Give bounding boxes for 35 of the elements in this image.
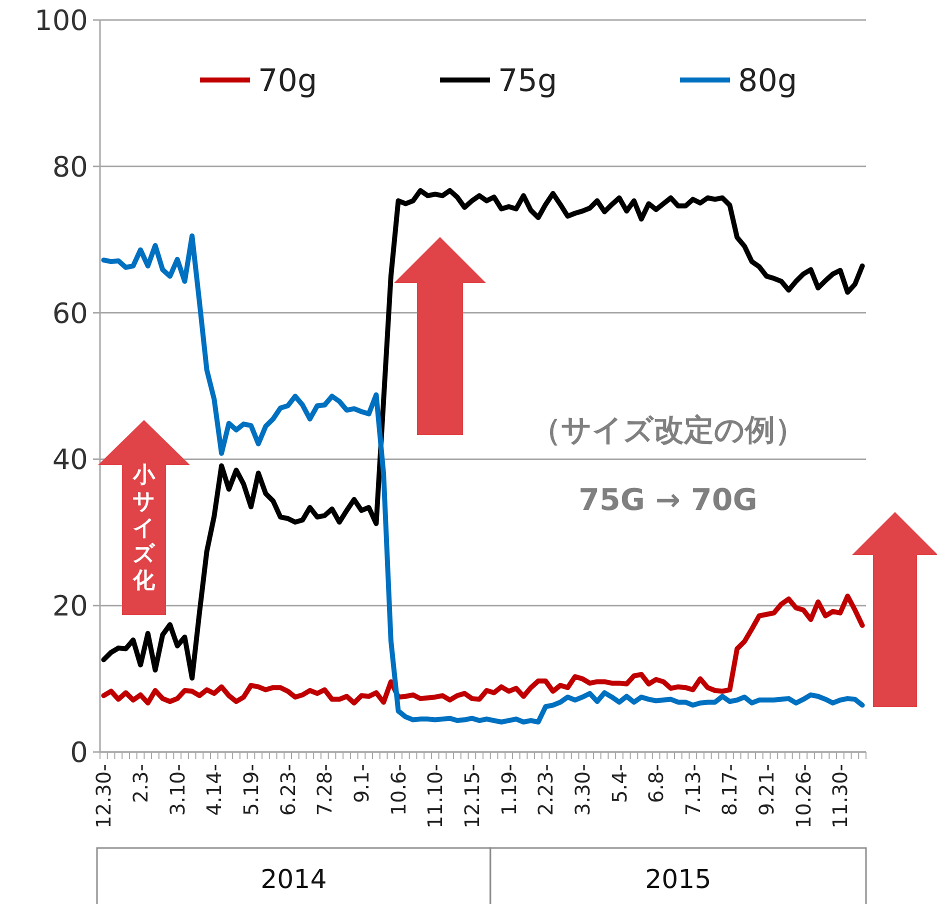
x-tick-label: 6.8-: [644, 764, 668, 804]
text: 2015: [645, 865, 712, 895]
x-tick-label: 3.30-: [570, 764, 594, 816]
x-tick-label: 10.6-: [386, 764, 410, 816]
x-tick-label: 2.3-: [128, 764, 153, 804]
x-tick-label: 7.13-: [680, 764, 705, 816]
annotation: 75G → 70G: [578, 483, 758, 518]
x-tick-label: 4.14-: [202, 764, 226, 816]
annotation: 小サイズ化: [132, 463, 156, 594]
x-tick-label: 5.4-: [607, 764, 632, 804]
x-tick-label: 7.28-: [312, 764, 337, 816]
x-tick-label: 1.19-: [496, 764, 521, 816]
x-tick-label: 12.15-: [460, 764, 484, 828]
x-tick-label: 3.10-: [165, 764, 190, 816]
annotation: （サイズ改定の例）: [531, 413, 805, 448]
x-tick-label: 8.17-: [718, 764, 742, 816]
x-tick-label: 2.23-: [534, 764, 558, 816]
x-tick-label: 12.30-: [92, 764, 116, 828]
x-tick-label: 6.23-: [276, 764, 300, 816]
y-tick-label: 20: [52, 590, 88, 623]
y-tick-label: 80: [52, 150, 88, 184]
x-tick-label: 9.21-: [754, 764, 779, 816]
y-tick-label: 0: [70, 736, 88, 769]
x-tick-label: 5.19-: [238, 764, 263, 816]
legend-label: 70g: [258, 63, 318, 99]
x-tick-label: 11.30-: [828, 764, 852, 828]
x-tick-label: 11.10-: [423, 764, 448, 828]
legend-label: 80g: [738, 63, 798, 99]
x-tick-label: 10.26-: [791, 764, 816, 828]
legend-label: 75g: [498, 63, 558, 99]
x-tick-label: 9.1-: [349, 764, 374, 804]
y-tick-label: 60: [52, 296, 88, 330]
text: 2014: [260, 865, 327, 895]
y-tick-label: 100: [34, 4, 88, 37]
y-tick-label: 40: [52, 443, 88, 476]
